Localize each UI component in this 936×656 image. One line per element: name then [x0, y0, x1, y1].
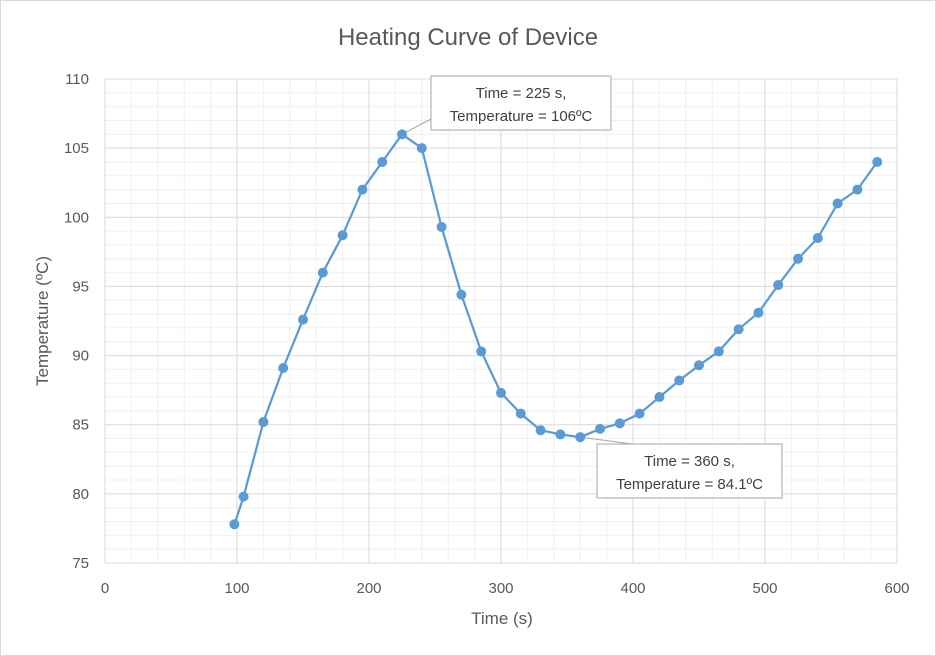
callout-frame — [596, 443, 783, 499]
data-point — [416, 143, 427, 154]
data-point — [258, 416, 269, 427]
data-point — [773, 280, 784, 291]
callout-text-line: Temperature = 84.1ºC — [616, 476, 763, 493]
y-tick-label: 75 — [72, 555, 89, 572]
data-point — [614, 418, 625, 429]
y-tick-label: 85 — [72, 417, 89, 434]
data-point — [694, 360, 704, 371]
series-line — [233, 133, 879, 525]
data-point — [753, 307, 764, 318]
y-axis-ticks: 75 80 85 90 95 100 105 110 — [64, 71, 89, 572]
data-point — [515, 408, 526, 419]
chart-title: Heating Curve of Device — [338, 24, 598, 51]
data-point — [337, 230, 348, 241]
y-tick-label: 110 — [65, 71, 89, 88]
data-point — [535, 425, 546, 436]
data-point — [575, 432, 586, 443]
callout-box: Time = 225 s, Temperature = 106ºC — [430, 75, 612, 131]
y-tick-label: 100 — [64, 209, 89, 226]
series-markers — [229, 129, 883, 530]
data-point — [713, 346, 724, 357]
data-point — [812, 233, 823, 244]
y-axis-label: Temperature (ºC) — [33, 256, 52, 386]
annotation-leaders — [401, 118, 633, 445]
series-polyline — [233, 133, 879, 525]
data-point — [832, 198, 843, 209]
y-tick-label: 80 — [72, 486, 89, 503]
y-tick-label: 95 — [72, 278, 89, 295]
x-tick-label: 400 — [620, 580, 645, 597]
data-point — [436, 221, 447, 232]
data-point — [317, 267, 328, 278]
callout-text-line: Temperature = 106ºC — [450, 108, 593, 125]
data-point — [733, 324, 744, 335]
data-point — [298, 314, 308, 325]
x-tick-label: 300 — [488, 580, 513, 597]
callout-frame — [430, 75, 612, 131]
data-point — [238, 491, 249, 502]
callout-leader — [401, 118, 432, 135]
x-tick-label: 200 — [356, 580, 381, 597]
annotations: Time = 225 s, Temperature = 106ºC Time = 3… — [430, 75, 783, 499]
data-point — [377, 156, 388, 167]
data-point — [595, 423, 605, 434]
data-point — [496, 387, 506, 398]
data-point — [555, 429, 566, 440]
data-point — [397, 129, 407, 140]
data-point — [634, 408, 645, 419]
callout-leader — [580, 436, 633, 445]
data-point — [456, 289, 467, 300]
x-axis-label: Time (s) — [471, 609, 533, 628]
callout-text-line: Time = 225 s, — [476, 85, 567, 102]
x-tick-label: 0 — [101, 580, 109, 597]
x-tick-label: 600 — [884, 580, 909, 597]
data-point — [654, 392, 665, 403]
y-tick-label: 90 — [72, 348, 89, 365]
x-axis-ticks: 0 100 200 300 400 500 600 — [101, 580, 910, 597]
data-point — [229, 519, 240, 530]
y-tick-label: 105 — [64, 140, 89, 157]
data-point — [357, 184, 368, 195]
callout-box: Time = 360 s, Temperature = 84.1ºC — [596, 443, 783, 499]
data-point — [278, 363, 289, 374]
x-tick-label: 500 — [752, 580, 777, 597]
data-point — [674, 375, 685, 386]
major-gridlines — [104, 78, 898, 564]
callout-text-line: Time = 360 s, — [644, 453, 735, 470]
data-point — [872, 156, 883, 167]
data-point — [476, 346, 487, 357]
data-point — [793, 253, 803, 264]
x-tick-label: 100 — [224, 580, 249, 597]
data-point — [852, 184, 863, 195]
